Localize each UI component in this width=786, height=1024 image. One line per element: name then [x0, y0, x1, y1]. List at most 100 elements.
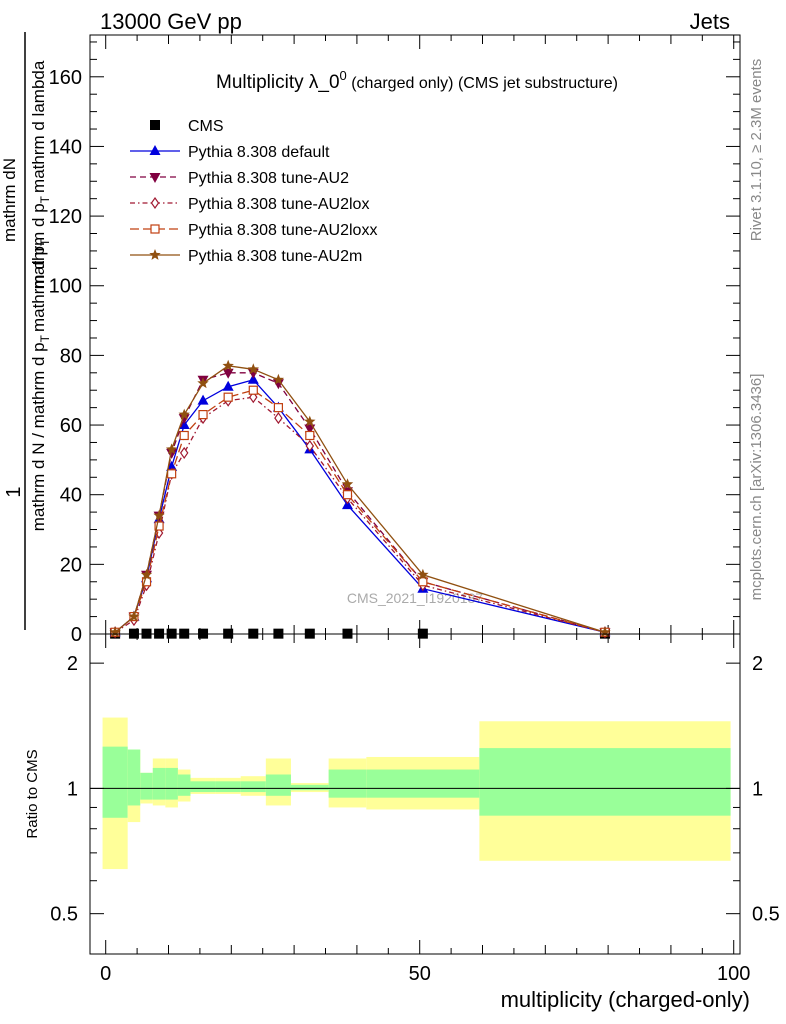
data-point-default [222, 380, 234, 391]
main-y-ticks: 0 20 40 60 80 100 120 140 160 [49, 41, 740, 646]
data-point-AU2lox [274, 412, 283, 425]
ratio-band-inner [127, 749, 141, 806]
ylabel-top-den-sub: T [38, 195, 52, 203]
data-point-AU2m [341, 478, 354, 490]
legend-item-default: Pythia 8.308 default [130, 144, 330, 161]
legend-item-AU2lox: Pythia 8.308 tune-AU2lox [130, 196, 369, 213]
ratio-band-inner [190, 781, 216, 793]
legend-swatch-marker [149, 249, 161, 260]
ratio-band-inner [140, 772, 153, 800]
legend-label: CMS [188, 118, 224, 135]
legend-label: Pythia 8.308 tune-AU2loxx [188, 222, 377, 239]
main-ytick-label: 140 [49, 136, 82, 158]
ratio-y-ticks: 0.5 0.5 1 1 2 2 [50, 653, 780, 926]
ylabel-top-den-a: mathrm d p [29, 203, 48, 289]
legend-swatch-marker [150, 196, 160, 210]
legend-label: Pythia 8.308 tune-AU2m [188, 248, 362, 265]
data-point-AU2 [222, 368, 234, 379]
series-line-AU2m [114, 365, 606, 633]
mcplots-label: mcplots.cern.ch [arXiv:1306.3436] [748, 374, 765, 601]
ylabel-bottom-a: mathrm d N / mathrm d p [29, 342, 48, 531]
ylabel-bottom-rest: mathrm d p [29, 246, 48, 332]
ylabel-top-num: mathrm dN [0, 158, 19, 242]
ratio-ytick-label: 2 [67, 653, 78, 675]
legend-label: Pythia 8.308 tune-AU2lox [188, 196, 369, 213]
main-ytick-label: 120 [49, 206, 82, 228]
legend-label: Pythia 8.308 default [188, 144, 330, 161]
ratio-band-inner [102, 746, 128, 818]
legend-item-CMS: CMS [150, 118, 224, 135]
chart-title: Multiplicity λ_00 (charged only) (CMS je… [216, 68, 618, 93]
ratio-band-inner [240, 781, 266, 793]
data-point-AU2loxx [167, 469, 177, 479]
series-line-default [114, 379, 606, 633]
data-point-AU2loxx [141, 577, 152, 587]
data-point-AU2m [417, 568, 429, 580]
ratio-ytick-label-right: 0.5 [752, 904, 780, 926]
data-point-AU2m [140, 568, 153, 580]
data-point-AU2loxx [179, 430, 189, 441]
main-ylabel: 1 mathrm d N / mathrm d pTmathrm d pT ma… [0, 32, 52, 630]
data-point-AU2m [222, 359, 234, 371]
data-point-AU2m [178, 408, 190, 420]
ratio-xtick-label: 100 [717, 963, 750, 985]
data-point-AU2m [247, 363, 259, 375]
ratio-ylabel: Ratio to CMS [24, 749, 41, 838]
main-ytick-label: 0 [71, 624, 82, 646]
ratio-plot-frame [89, 633, 741, 955]
ratio-xtick-label: 0 [100, 963, 111, 985]
legend-label: Pythia 8.308 tune-AU2 [188, 170, 349, 187]
ratio-band-inner [265, 774, 291, 796]
data-point-AU2loxx [223, 392, 233, 402]
legend-swatch-marker [150, 224, 160, 234]
data-point-AU2lox [179, 446, 189, 459]
chart-title-rest: (charged only) (CMS jet substructure) [347, 75, 618, 92]
data-point-AU2loxx [305, 430, 315, 441]
series-line-AU2loxx [114, 389, 606, 633]
main-ytick-label: 40 [60, 485, 82, 507]
ylabel-top-den: mathrm d pTmathrm d lambda [29, 60, 52, 289]
ratio-band-inner [479, 748, 731, 816]
ratio-band-inner [165, 767, 178, 800]
header-right: Jets [690, 9, 730, 34]
data-point-AU2lox [305, 439, 315, 452]
watermark: CMS_2021_I1920187 [347, 590, 483, 606]
data-point-AU2loxx [273, 403, 284, 413]
header-left: 13000 GeV pp [100, 9, 242, 34]
ratio-xtick-label: 50 [409, 963, 431, 985]
legend-item-AU2m: Pythia 8.308 tune-AU2m [130, 248, 362, 265]
data-point-AU2loxx [248, 385, 258, 395]
ratio-band-inner [177, 774, 191, 796]
main-ytick-label: 80 [60, 345, 82, 367]
ratio-ytick-label: 0.5 [50, 904, 78, 926]
legend: CMS Pythia 8.308 default Pythia 8.308 tune… [130, 118, 377, 265]
ratio-band-inner [328, 769, 367, 798]
ylabel-one: 1 [3, 486, 25, 497]
data-point-default [197, 394, 209, 405]
series-line-AU2 [114, 372, 606, 633]
data-point-AU2loxx [418, 577, 428, 587]
legend-swatch-marker [150, 120, 160, 130]
data-point-AU2m [109, 626, 121, 638]
ratio-x-ticks: 0 50 100 [100, 634, 750, 985]
data-point-AU2loxx [198, 409, 208, 420]
chart-title-main: Multiplicity λ_0 [216, 72, 340, 93]
ylabel-bottom: mathrm d N / mathrm d pTmathrm d pT [29, 238, 52, 531]
main-ytick-label: 160 [49, 67, 82, 89]
legend-item-AU2: Pythia 8.308 tune-AU2 [130, 170, 349, 187]
ratio-ytick-label: 1 [67, 778, 78, 800]
main-ytick-label: 20 [60, 554, 82, 576]
ratio-band-inner [152, 767, 166, 800]
series-line-AU2lox [114, 396, 606, 633]
legend-item-AU2loxx: Pythia 8.308 tune-AU2loxx [130, 222, 377, 239]
data-point-AU2m [165, 443, 178, 455]
ratio-bands [102, 717, 731, 870]
ratio-band-inner [366, 769, 480, 798]
data-point-AU2m [153, 509, 165, 521]
legend-swatch-marker [149, 173, 161, 183]
ratio-ytick-label-right: 1 [752, 778, 763, 800]
ratio-band-inner [290, 784, 329, 791]
chart-title-sup: 0 [340, 68, 347, 83]
data-point-AU2m [197, 377, 209, 389]
